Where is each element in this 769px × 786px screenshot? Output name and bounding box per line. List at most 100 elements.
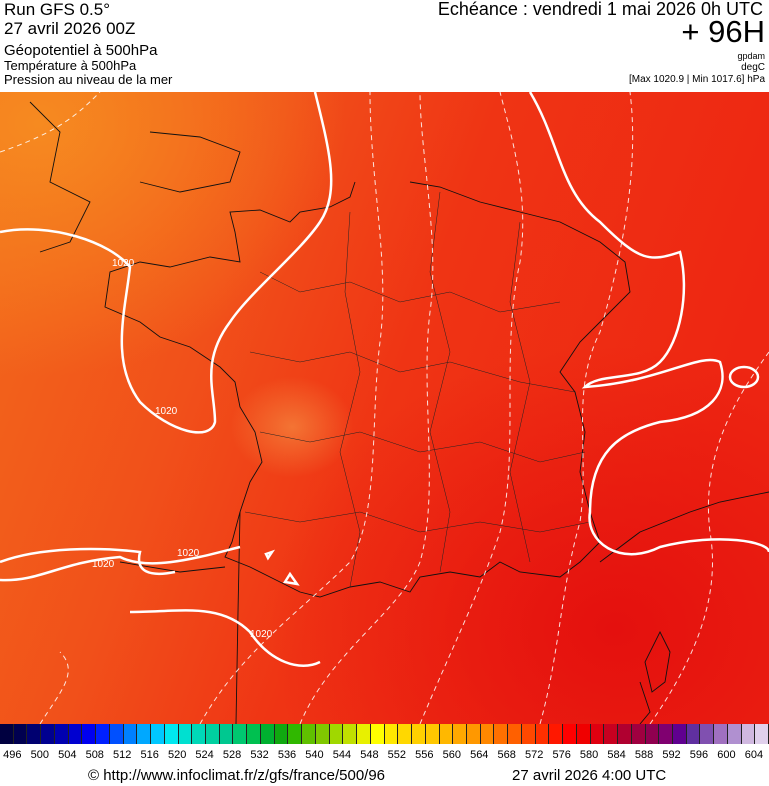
run-date: 27 avril 2026 00Z [4, 19, 136, 38]
colorbar-swatch [219, 724, 234, 744]
colorbar-swatch [370, 724, 385, 744]
colorbar-label: 596 [689, 749, 709, 761]
colorbar-swatch [631, 724, 646, 744]
colorbar-swatch [618, 724, 632, 744]
field-pressure: Pression au niveau de la mer [4, 72, 173, 87]
colorbar-swatch [288, 724, 303, 744]
colorbar-swatch [123, 724, 138, 744]
colorbar-swatch [233, 724, 248, 744]
colorbar-swatch [247, 724, 261, 744]
colorbar-swatch [343, 724, 358, 744]
colorbar-label: 524 [195, 749, 214, 761]
colorbar-label: 548 [360, 749, 379, 761]
colorbar-label: 580 [579, 749, 599, 761]
colorbar-label: 516 [140, 749, 159, 761]
colorbar-swatch [151, 724, 165, 744]
colorbar-label: 588 [634, 749, 654, 761]
isotherms [0, 92, 769, 724]
colorbar-swatch [604, 724, 619, 744]
colorbar-swatch [206, 724, 220, 744]
colorbar-label: 528 [222, 749, 242, 761]
colorbar-swatch [453, 724, 467, 744]
colorbar-swatch [96, 724, 110, 744]
colorbar-label: 560 [442, 749, 461, 761]
colorbar-swatch [494, 724, 509, 744]
colorbar-label: 584 [607, 749, 626, 761]
colorbar-swatch [27, 724, 42, 744]
unit-gpdam: gpdam [737, 51, 765, 61]
colorbar-swatch [576, 724, 591, 744]
colorbar-swatch [302, 724, 316, 744]
colorbar-swatch [686, 724, 701, 744]
colorbar-swatch [672, 724, 687, 744]
colorbar-swatch [137, 724, 152, 744]
colorbar-label: 536 [277, 749, 297, 761]
colorbar-label: 568 [497, 749, 516, 761]
colorbar-swatch [714, 724, 728, 744]
colorbar-label: 540 [305, 749, 324, 761]
colorbar-swatch [439, 724, 454, 744]
field-geopotential: Géopotentiel à 500hPa [4, 42, 158, 59]
pressure-range: [Max 1020.9 | Min 1017.6] hPa [628, 74, 765, 85]
colorbar-swatch [700, 724, 715, 744]
colorbar-swatch [741, 724, 756, 744]
colorbar-label: 552 [387, 749, 407, 761]
isobar-label: 1020 [112, 258, 135, 269]
isobar-label: 1020 [177, 548, 200, 559]
colorbar-swatch [412, 724, 426, 744]
colorbar-label: 600 [717, 749, 736, 761]
colorbar-swatch [68, 724, 83, 744]
colorbar-label: 500 [30, 749, 49, 761]
colorbar-label: 592 [662, 749, 681, 761]
colorbar-label: 520 [167, 749, 187, 761]
colorbar-swatch [549, 724, 564, 744]
forecast-map[interactable]: 1020 1020 1020 1020 1020 [0, 92, 769, 724]
colorbar-swatch [590, 724, 605, 744]
colorbar-swatch [357, 724, 371, 744]
isobar-label: 1020 [155, 406, 178, 417]
colorbar-label: 544 [332, 749, 352, 761]
colorbar-swatch [425, 724, 440, 744]
region-borders [244, 191, 591, 588]
colorbar-swatch [480, 724, 495, 744]
colorbar-swatch [41, 724, 55, 744]
unit-degc: degC [741, 62, 765, 73]
isobar-label: 1020 [250, 629, 273, 640]
lead-time: + 96H [681, 14, 765, 49]
colorbar-label: 512 [113, 749, 132, 761]
colorbar-label: 604 [744, 749, 764, 761]
footer-credit: © http://www.infoclimat.fr/z/gfs/france/… [88, 767, 386, 784]
colorbar-swatch [466, 724, 481, 744]
colorbar-swatch [398, 724, 413, 744]
colorbar-label: 564 [470, 749, 489, 761]
warm-spot-west [0, 92, 769, 724]
isobar-label: 1020 [92, 559, 115, 570]
colorbar-swatch [727, 724, 742, 744]
colorbar-swatch [329, 724, 344, 744]
run-title: Run GFS 0.5° [4, 0, 111, 19]
colorbar-swatch [164, 724, 179, 744]
colorbar-swatch [645, 724, 660, 744]
colorbar [0, 724, 769, 744]
colorbar-label: 572 [524, 749, 544, 761]
colorbar-swatch [13, 724, 28, 744]
colorbar-swatch [0, 724, 14, 744]
colorbar-swatch [274, 724, 289, 744]
field-temperature: Température à 500hPa [4, 58, 137, 73]
colorbar-label: 556 [415, 749, 434, 761]
colorbar-swatch [535, 724, 550, 744]
colorbar-swatch [384, 724, 399, 744]
isobars-1020 [0, 92, 769, 667]
colorbar-swatch [109, 724, 124, 744]
footer-generated: 27 avril 2026 4:00 UTC [512, 767, 667, 784]
colorbar-swatch [178, 724, 193, 744]
colorbar-label: 576 [552, 749, 571, 761]
colorbar-label: 532 [250, 749, 269, 761]
colorbar-swatch [659, 724, 673, 744]
colorbar-swatch [192, 724, 207, 744]
colorbar-swatch [508, 724, 522, 744]
valid-time: Echéance : vendredi 1 mai 2026 0h UTC [437, 0, 763, 19]
colorbar-swatch [521, 724, 536, 744]
colorbar-swatch [755, 724, 769, 744]
